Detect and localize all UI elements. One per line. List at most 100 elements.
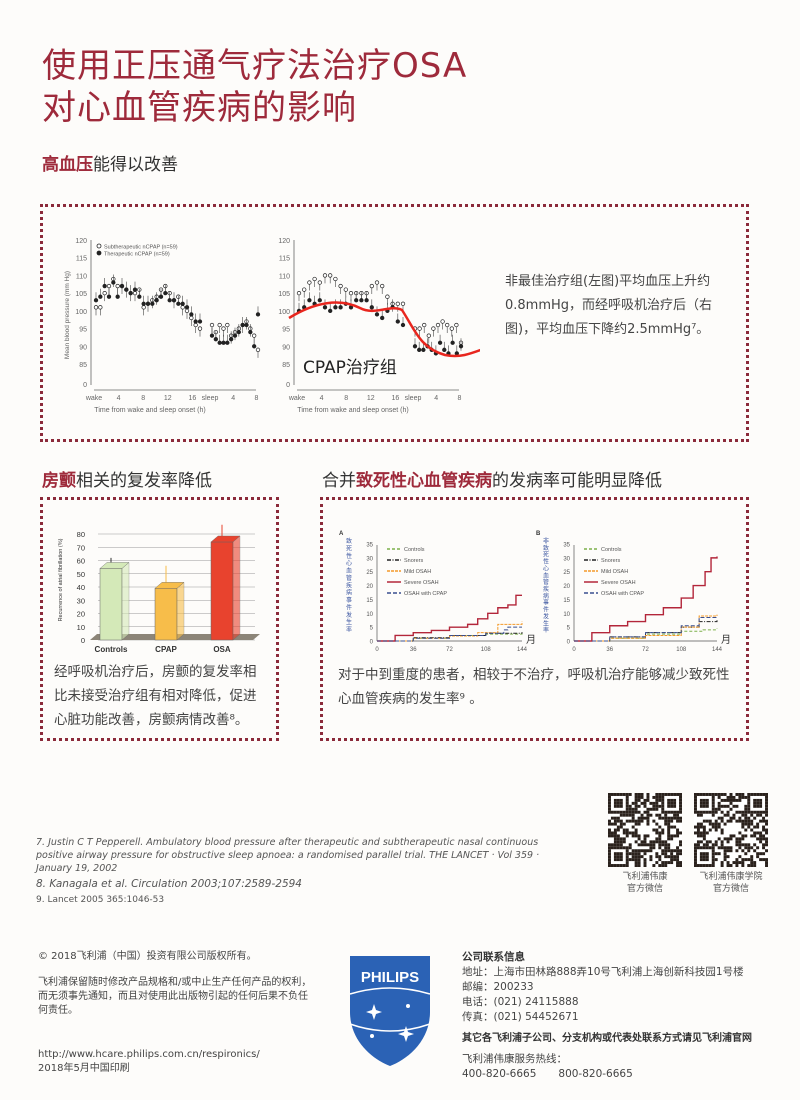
y-tick-label: 35 <box>563 543 570 549</box>
qr-module <box>619 793 623 796</box>
qr-module <box>694 843 697 847</box>
qr-module <box>608 810 611 814</box>
qr-module <box>643 816 647 820</box>
qr-module <box>667 819 671 823</box>
qr-module <box>702 810 706 814</box>
qr-module <box>634 828 638 832</box>
qr-module <box>744 828 748 832</box>
qr-module <box>696 813 700 817</box>
qr-module <box>670 804 674 808</box>
qr-module <box>637 798 641 802</box>
qr-module <box>643 840 647 844</box>
qr-module <box>679 807 682 811</box>
qr-module <box>732 813 736 817</box>
qr-module <box>705 858 709 862</box>
data-point <box>421 347 426 352</box>
qr-module <box>619 837 623 841</box>
qr-module <box>741 819 745 823</box>
qr-module <box>652 840 656 844</box>
qr-module <box>717 793 721 796</box>
qr-module <box>643 804 647 808</box>
qr-module <box>622 793 626 796</box>
qr-module <box>646 813 650 817</box>
qr-module <box>753 816 757 820</box>
qr-module <box>744 804 748 808</box>
qr-official-wechat[interactable]: 飞利浦伟康 官方微信 <box>600 793 690 895</box>
qr-module <box>634 840 638 844</box>
qr-module <box>646 810 650 814</box>
qr-module <box>679 864 682 867</box>
data-point <box>312 276 317 282</box>
qr-module <box>670 819 674 823</box>
qr-module <box>616 852 620 856</box>
qr-module <box>673 855 677 859</box>
qr-module <box>673 801 677 805</box>
qr-module <box>702 843 706 847</box>
qr-module <box>664 843 668 847</box>
qr-module <box>711 864 715 867</box>
qr-module <box>613 798 617 802</box>
qr-module <box>711 858 715 862</box>
qr-module <box>622 813 626 817</box>
qr-module <box>625 810 629 814</box>
qr-module <box>637 816 641 820</box>
qr-module <box>610 810 614 814</box>
qr-module <box>699 831 703 835</box>
qr-module <box>738 831 742 835</box>
y-tick-label: 15 <box>366 598 373 604</box>
qr-module <box>664 861 668 865</box>
qr-module <box>723 846 727 850</box>
qr-module <box>711 807 715 811</box>
qr-module <box>717 804 721 808</box>
qr-module <box>726 810 730 814</box>
legend-label: Snorers <box>601 558 621 564</box>
qr-module <box>699 855 703 859</box>
qr-module <box>699 810 703 814</box>
cpap-annotation: CPAP治疗组 <box>303 358 397 378</box>
qr-module <box>708 810 712 814</box>
website-link[interactable]: http://www.hcare.philips.com.cn/respiron… <box>38 1049 260 1060</box>
legend-label: Mild OSAH <box>404 569 431 575</box>
qr-module <box>676 816 680 820</box>
qr-module <box>723 798 727 802</box>
x-tick-label: 16 <box>189 395 197 402</box>
y-tick-label: 30 <box>77 596 85 605</box>
qr-module <box>738 861 742 865</box>
qr-module <box>723 855 727 859</box>
qr-module <box>649 849 653 853</box>
qr-module <box>720 828 724 832</box>
qr-module <box>714 807 718 811</box>
qr-module <box>744 816 748 820</box>
qr-module <box>729 793 733 796</box>
y-tick-label: 15 <box>563 598 570 604</box>
qr-module <box>747 825 751 829</box>
qr-module <box>735 810 739 814</box>
y-axis-label-char: 生 <box>543 619 549 627</box>
qr-module <box>720 798 724 802</box>
qr-module <box>750 864 754 867</box>
y-tick-label: 30 <box>563 556 570 562</box>
bar <box>210 541 234 641</box>
qr-module <box>658 804 662 808</box>
qr-module <box>702 837 706 841</box>
data-point <box>333 305 338 310</box>
qr-module <box>750 858 754 862</box>
qr-module <box>741 849 745 853</box>
qr-module <box>729 801 733 805</box>
qr-module <box>747 858 751 862</box>
data-point <box>422 322 427 328</box>
qr-module <box>667 846 671 850</box>
qr-module <box>741 822 745 826</box>
qr-module <box>762 828 766 832</box>
qr-module <box>756 804 760 808</box>
contact-title: 公司联系信息 <box>462 951 525 963</box>
qr-module <box>646 843 650 847</box>
qr-module <box>750 813 754 817</box>
qr-module <box>699 801 703 805</box>
data-point <box>106 283 112 289</box>
qr-module <box>694 864 697 867</box>
qr-module <box>619 852 623 856</box>
data-point <box>317 280 322 285</box>
qr-academy-wechat[interactable]: 飞利浦伟康学院 官方微信 <box>686 793 776 895</box>
qr-module <box>729 864 733 867</box>
